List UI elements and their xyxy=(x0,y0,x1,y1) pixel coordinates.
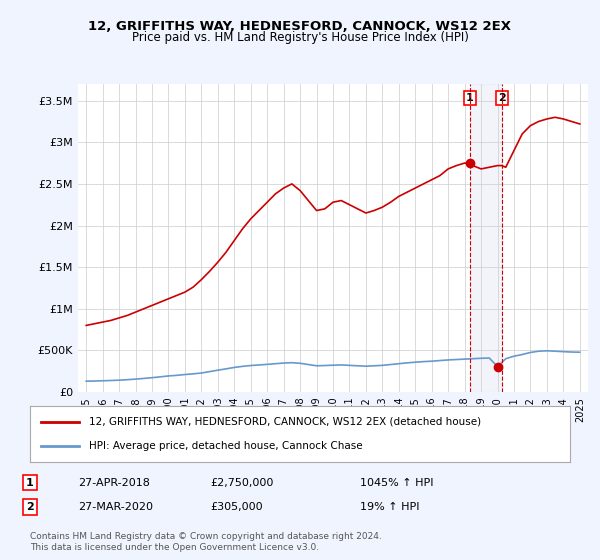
Text: 27-APR-2018: 27-APR-2018 xyxy=(78,478,150,488)
Text: Price paid vs. HM Land Registry's House Price Index (HPI): Price paid vs. HM Land Registry's House … xyxy=(131,31,469,44)
Text: Contains HM Land Registry data © Crown copyright and database right 2024.
This d: Contains HM Land Registry data © Crown c… xyxy=(30,532,382,552)
Text: £305,000: £305,000 xyxy=(210,502,263,512)
Text: 19% ↑ HPI: 19% ↑ HPI xyxy=(360,502,419,512)
Text: 2: 2 xyxy=(26,502,34,512)
Text: 2: 2 xyxy=(498,93,506,103)
Text: 12, GRIFFITHS WAY, HEDNESFORD, CANNOCK, WS12 2EX (detached house): 12, GRIFFITHS WAY, HEDNESFORD, CANNOCK, … xyxy=(89,417,482,427)
Text: 1: 1 xyxy=(466,93,474,103)
Text: 27-MAR-2020: 27-MAR-2020 xyxy=(78,502,153,512)
Text: 1: 1 xyxy=(26,478,34,488)
Text: 12, GRIFFITHS WAY, HEDNESFORD, CANNOCK, WS12 2EX: 12, GRIFFITHS WAY, HEDNESFORD, CANNOCK, … xyxy=(89,20,511,32)
Text: £2,750,000: £2,750,000 xyxy=(210,478,274,488)
Text: HPI: Average price, detached house, Cannock Chase: HPI: Average price, detached house, Cann… xyxy=(89,441,363,451)
Bar xyxy=(470,84,502,392)
Text: 1045% ↑ HPI: 1045% ↑ HPI xyxy=(360,478,433,488)
